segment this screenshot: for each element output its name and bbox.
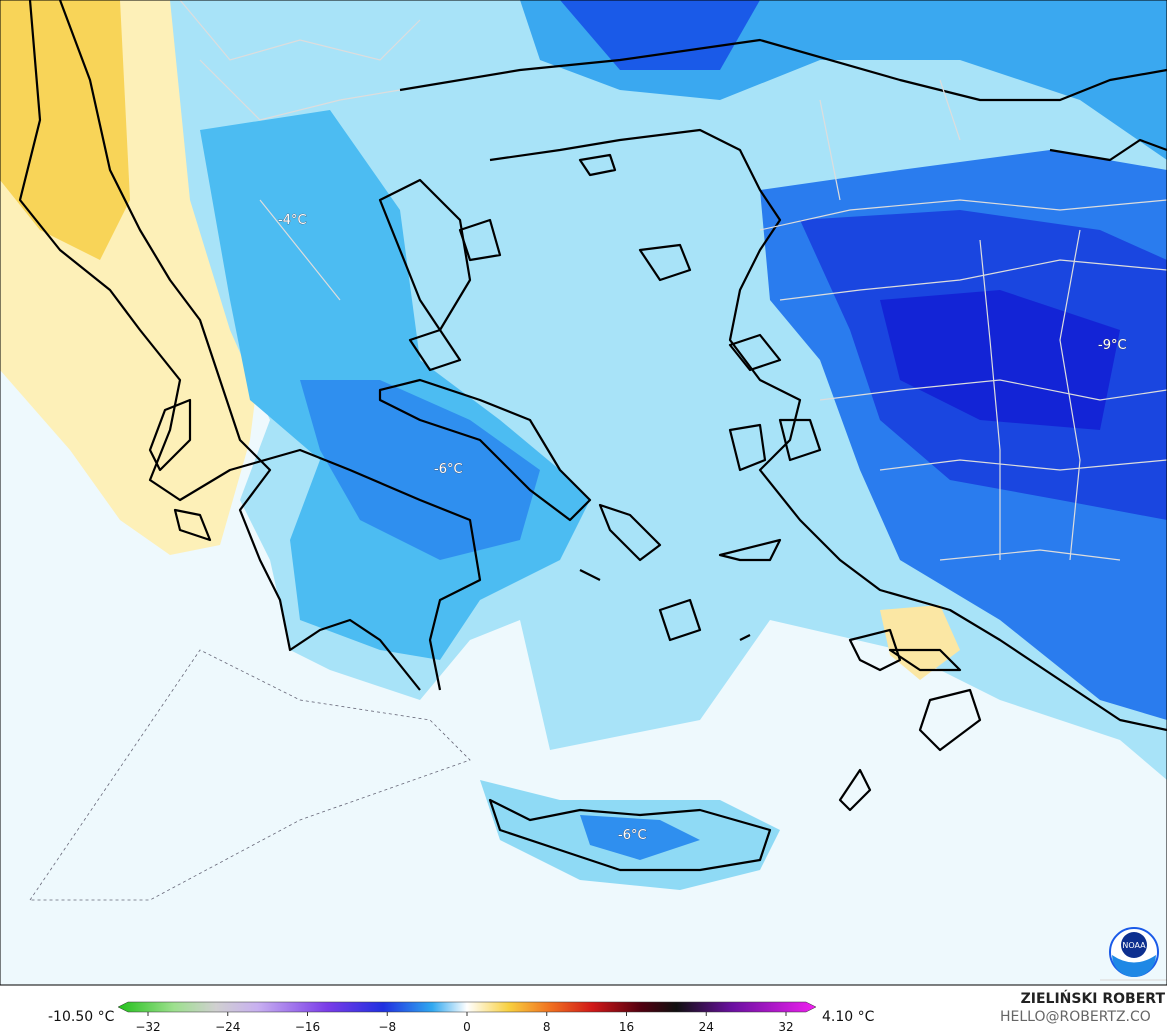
colorbar-tick-label: 0 <box>463 1020 471 1034</box>
border <box>179 0 1167 561</box>
colorbar-tick-label: 8 <box>543 1020 551 1034</box>
colorbar-tick-label: −24 <box>215 1020 240 1034</box>
author: ZIELIŃSKI ROBERT <box>1021 989 1166 1007</box>
coastline <box>378 178 472 332</box>
cold-zone <box>880 290 1120 430</box>
colorbar-max: 4.10 °C <box>822 1009 875 1025</box>
warm-zone <box>880 605 960 680</box>
colorbar-tick-label: 24 <box>699 1020 714 1034</box>
logo-text: NOAA <box>1122 941 1146 950</box>
logo-wave <box>1112 955 1156 977</box>
contact: HELLO@ROBERTZ.CO <box>1000 1009 1151 1025</box>
map-frame <box>0 0 1167 986</box>
coastline <box>378 378 592 522</box>
logo: NOAA <box>1109 927 1159 977</box>
colorbar-tick-label: −16 <box>295 1020 320 1034</box>
colorbar-tick-label: −32 <box>135 1020 160 1034</box>
colorbar-tick-label: 32 <box>778 1020 793 1034</box>
contour <box>29 649 471 901</box>
temp-label: -6°C <box>618 828 647 843</box>
temp-label: -6°C <box>434 462 463 477</box>
colorbar-tick-label: 16 <box>619 1020 634 1034</box>
logo-bird <box>1121 932 1147 958</box>
coastline <box>488 798 772 872</box>
colorbar-min: -10.50 °C <box>48 1009 115 1025</box>
colorbar-tick-label: −8 <box>378 1020 396 1034</box>
warm-zone <box>0 0 130 260</box>
coastline <box>399 38 1167 102</box>
colorbar-bar <box>117 1001 817 1013</box>
coastline <box>148 153 982 812</box>
coastline <box>18 0 482 691</box>
coastline <box>489 128 1167 732</box>
cold-zone <box>300 380 540 560</box>
colorbar: -10.50 °C 4.10 °C −32 −24 −16 −8 0 8 16 24 32 <box>48 1001 875 1034</box>
temp-label: -4°C <box>278 213 307 228</box>
cold-zone <box>560 0 760 70</box>
map: -4°C -6°C -9°C -6°C NOAA <box>0 0 1167 986</box>
coastline <box>1049 138 1167 162</box>
temp-label: -9°C <box>1098 338 1127 353</box>
cold-zone <box>580 815 700 860</box>
